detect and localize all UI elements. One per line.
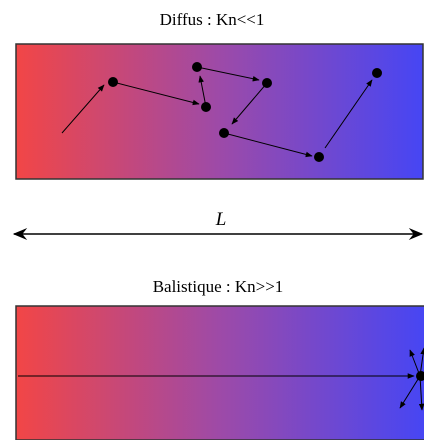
particle <box>192 62 202 72</box>
scatter-arrow <box>409 349 421 377</box>
step-1 <box>61 84 105 134</box>
step-2 <box>112 81 200 106</box>
scatter-arrow <box>418 375 424 411</box>
particle <box>372 68 382 78</box>
diffusive-particles <box>108 62 382 162</box>
scatter-arrow <box>399 375 421 409</box>
step-6 <box>223 132 313 158</box>
step-3 <box>198 75 207 108</box>
particle <box>219 128 229 138</box>
length-label: L <box>215 209 227 230</box>
particle <box>416 371 424 381</box>
diffusive-slab <box>15 43 424 180</box>
step-5 <box>231 82 268 125</box>
particle <box>201 102 211 112</box>
ballistic-title: Balistique : Kn>>1 <box>153 277 284 296</box>
particle <box>314 152 324 162</box>
particle <box>108 77 118 87</box>
diffusive-title: Diffus : Kn<<1 <box>160 10 265 29</box>
step-4 <box>196 66 260 82</box>
step-7 <box>324 79 373 149</box>
diffusive-path <box>61 66 373 158</box>
ballistic-slab <box>15 305 424 440</box>
particle <box>262 78 272 88</box>
